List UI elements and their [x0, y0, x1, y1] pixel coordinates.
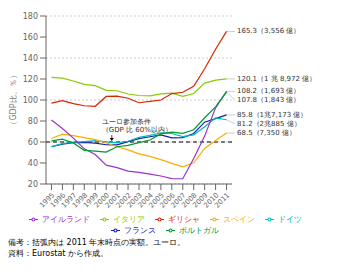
html-text:備考：括弧内は 2011 年末時点の実額。ユーロ。: 備考：括弧内は 2011 年末時点の実額。ユーロ。 [8, 238, 186, 247]
svg-text:2011: 2011 [213, 191, 231, 209]
svg-text:120.1（1 兆 8,972 億）: 120.1（1 兆 8,972 億） [237, 75, 316, 83]
svg-text:2010: 2010 [202, 191, 221, 210]
svg-text:80: 80 [28, 117, 38, 126]
svg-text:2008: 2008 [180, 191, 199, 210]
html-text:スペイン: スペイン [222, 215, 255, 224]
html-text:ドイツ: ドイツ [277, 215, 302, 224]
svg-text:2005: 2005 [147, 191, 166, 210]
svg-text:165.3（3,556 億）: 165.3（3,556 億） [237, 27, 300, 35]
svg-text:2003: 2003 [125, 191, 144, 210]
svg-text:68.5（7,350 億）: 68.5（7,350 億） [237, 129, 296, 137]
svg-text:2004: 2004 [136, 191, 155, 210]
html-text:ギリシャ: ギリシャ [167, 215, 200, 224]
svg-text:40: 40 [28, 159, 38, 168]
svg-text:120: 120 [23, 75, 38, 84]
html-text:フランス: フランス [124, 226, 156, 235]
html-text:イタリア: イタリア [112, 215, 145, 224]
svg-text:1995: 1995 [38, 191, 57, 210]
svg-text:2002: 2002 [114, 191, 133, 210]
svg-text:85.8（1兆7,173 億）: 85.8（1兆7,173 億） [237, 111, 307, 119]
svg-text:2000: 2000 [92, 191, 112, 210]
svg-text:100: 100 [23, 96, 38, 105]
svg-text:20: 20 [28, 180, 38, 189]
svg-text:180: 180 [23, 12, 38, 21]
svg-text:1999: 1999 [81, 191, 101, 210]
svg-text:（GDP比、％）: （GDP比、％） [9, 71, 18, 128]
svg-text:1998: 1998 [71, 191, 90, 210]
svg-text:81.2（2兆885 億）: 81.2（2兆885 億） [237, 120, 301, 128]
html-text:アイルランド: アイルランド [41, 215, 90, 224]
html-text:ポルトガル: ポルトガル [179, 226, 219, 235]
svg-text:2009: 2009 [191, 191, 210, 210]
svg-text:140: 140 [23, 54, 38, 63]
svg-text:107.8（1,843 億）: 107.8（1,843 億） [237, 96, 300, 104]
svg-text:108.2（1,693 億）: 108.2（1,693 億） [237, 87, 300, 95]
html-text:資料：Eurostat から作成。: 資料：Eurostat から作成。 [8, 248, 108, 258]
svg-text:60: 60 [28, 138, 38, 147]
svg-text:1996: 1996 [49, 191, 68, 210]
svg-text:160: 160 [23, 33, 38, 42]
svg-text:2007: 2007 [169, 191, 188, 210]
svg-text:ユーロ参加条件: ユーロ参加条件 [102, 118, 151, 126]
svg-text:2001: 2001 [103, 191, 122, 210]
svg-text:2006: 2006 [158, 191, 177, 210]
svg-text:（GDP 比 60%以内）: （GDP 比 60%以内） [101, 126, 172, 134]
svg-text:1997: 1997 [60, 191, 79, 210]
